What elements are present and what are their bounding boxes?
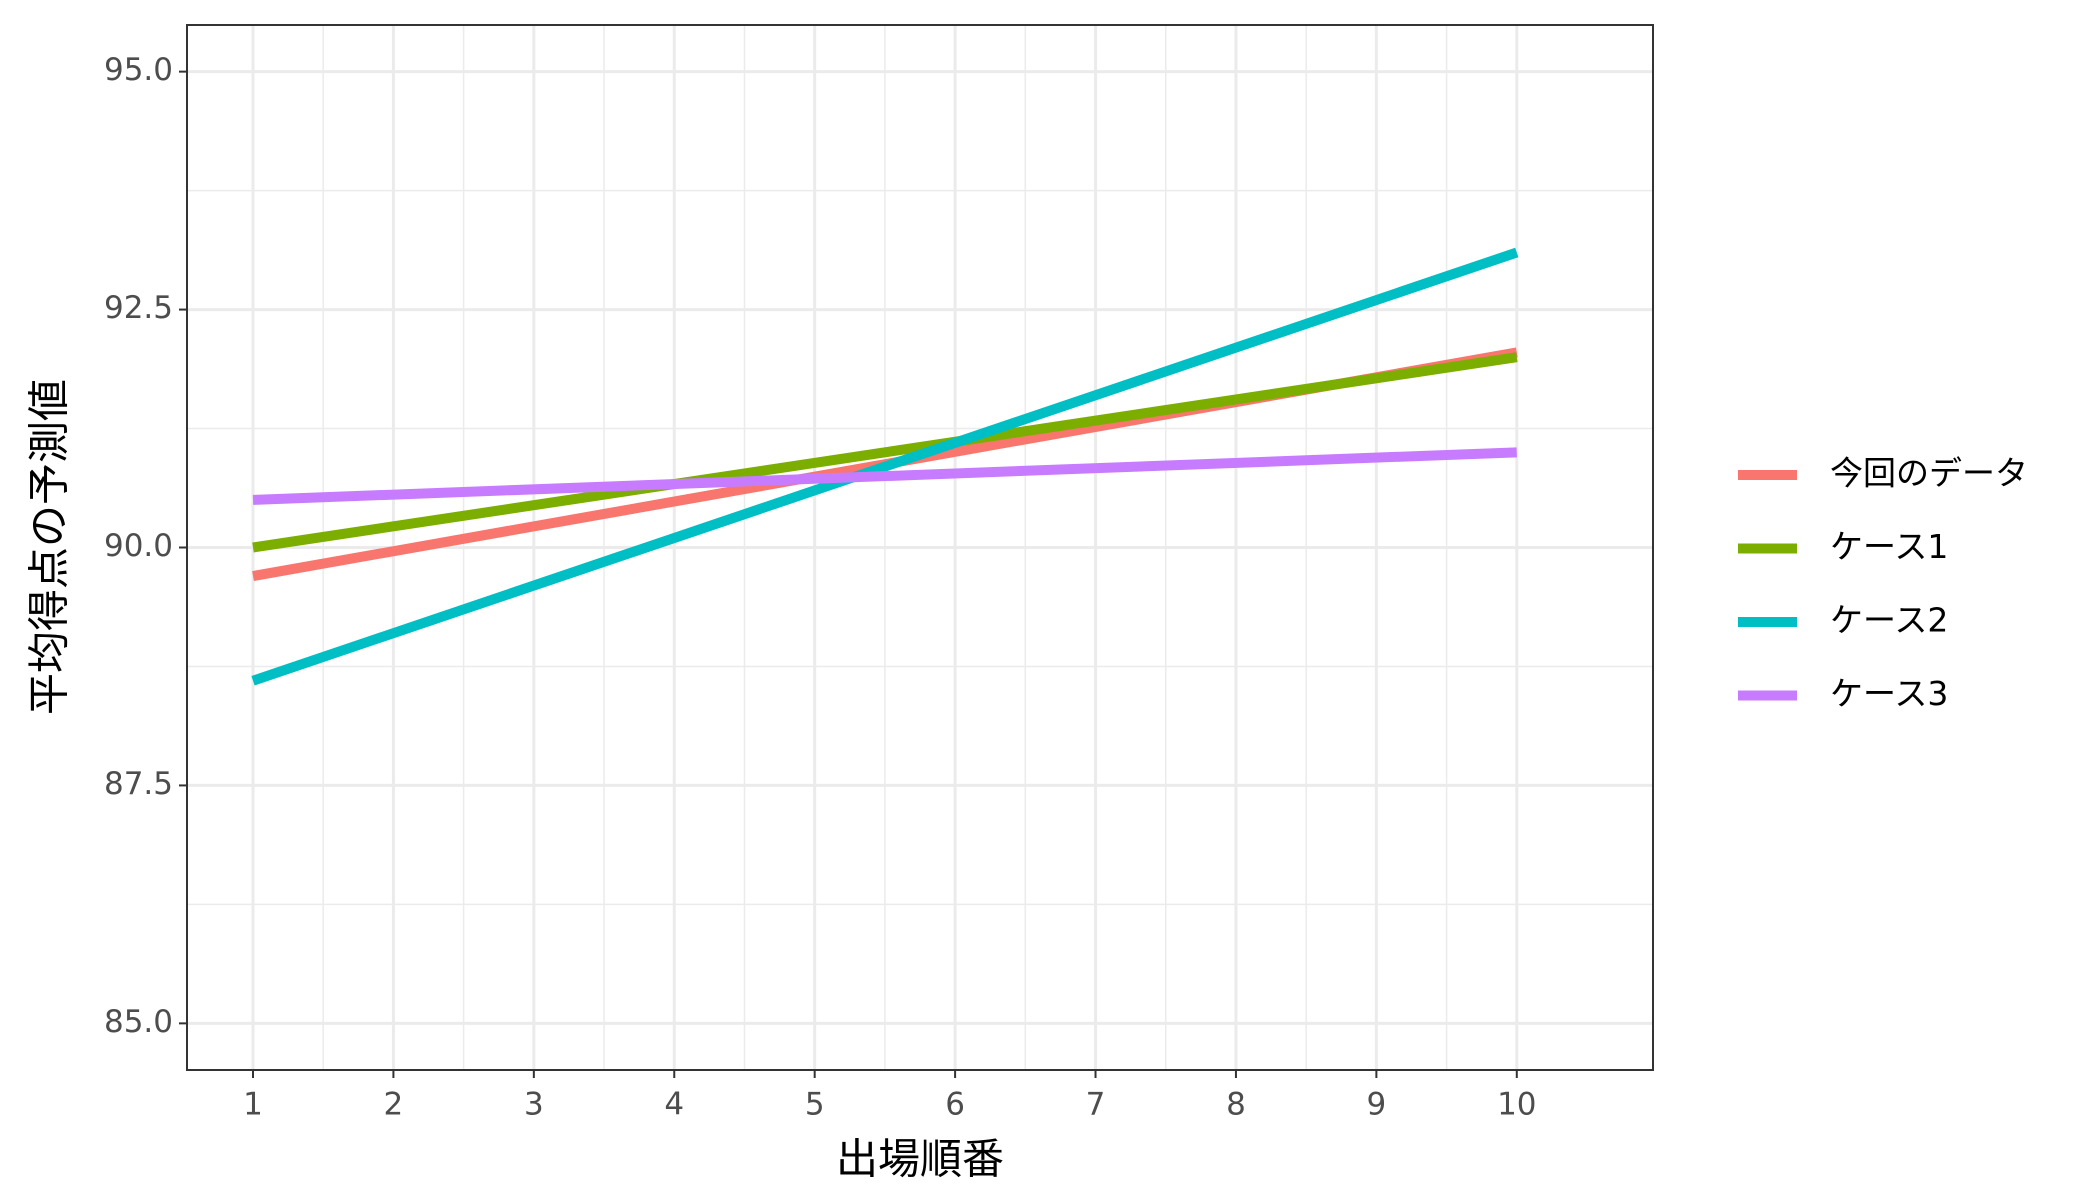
legend-label: ケース3 — [1830, 674, 1948, 713]
y-tick-label: 92.5 — [104, 290, 173, 326]
series-line — [252, 352, 1518, 553]
series-line — [251, 247, 1519, 686]
y-tick-label: 85.0 — [104, 1004, 173, 1040]
y-tick-label: 90.0 — [104, 528, 173, 564]
legend-label: ケース1 — [1830, 527, 1948, 566]
series-line — [252, 447, 1517, 505]
x-tick-label: 9 — [1367, 1087, 1387, 1123]
x-tick-label: 3 — [524, 1087, 544, 1123]
legend-label: ケース2 — [1830, 601, 1948, 640]
y-tick-label: 95.0 — [104, 52, 173, 88]
x-tick-label: 8 — [1226, 1087, 1246, 1123]
x-tick-label: 7 — [1086, 1087, 1106, 1123]
x-tick-label: 10 — [1497, 1087, 1536, 1123]
x-tick-label: 1 — [243, 1087, 263, 1123]
legend-label: 今回のデータ — [1830, 454, 2028, 493]
x-tick-label: 2 — [384, 1087, 404, 1123]
y-tick-label: 87.5 — [104, 766, 173, 802]
x-tick-label: 4 — [664, 1087, 684, 1123]
x-tick-label: 5 — [805, 1087, 825, 1123]
x-tick-label: 6 — [945, 1087, 965, 1123]
x-axis-title: 出場順番 — [836, 1135, 1004, 1184]
y-axis-title: 平均得点の予測値 — [25, 379, 74, 715]
